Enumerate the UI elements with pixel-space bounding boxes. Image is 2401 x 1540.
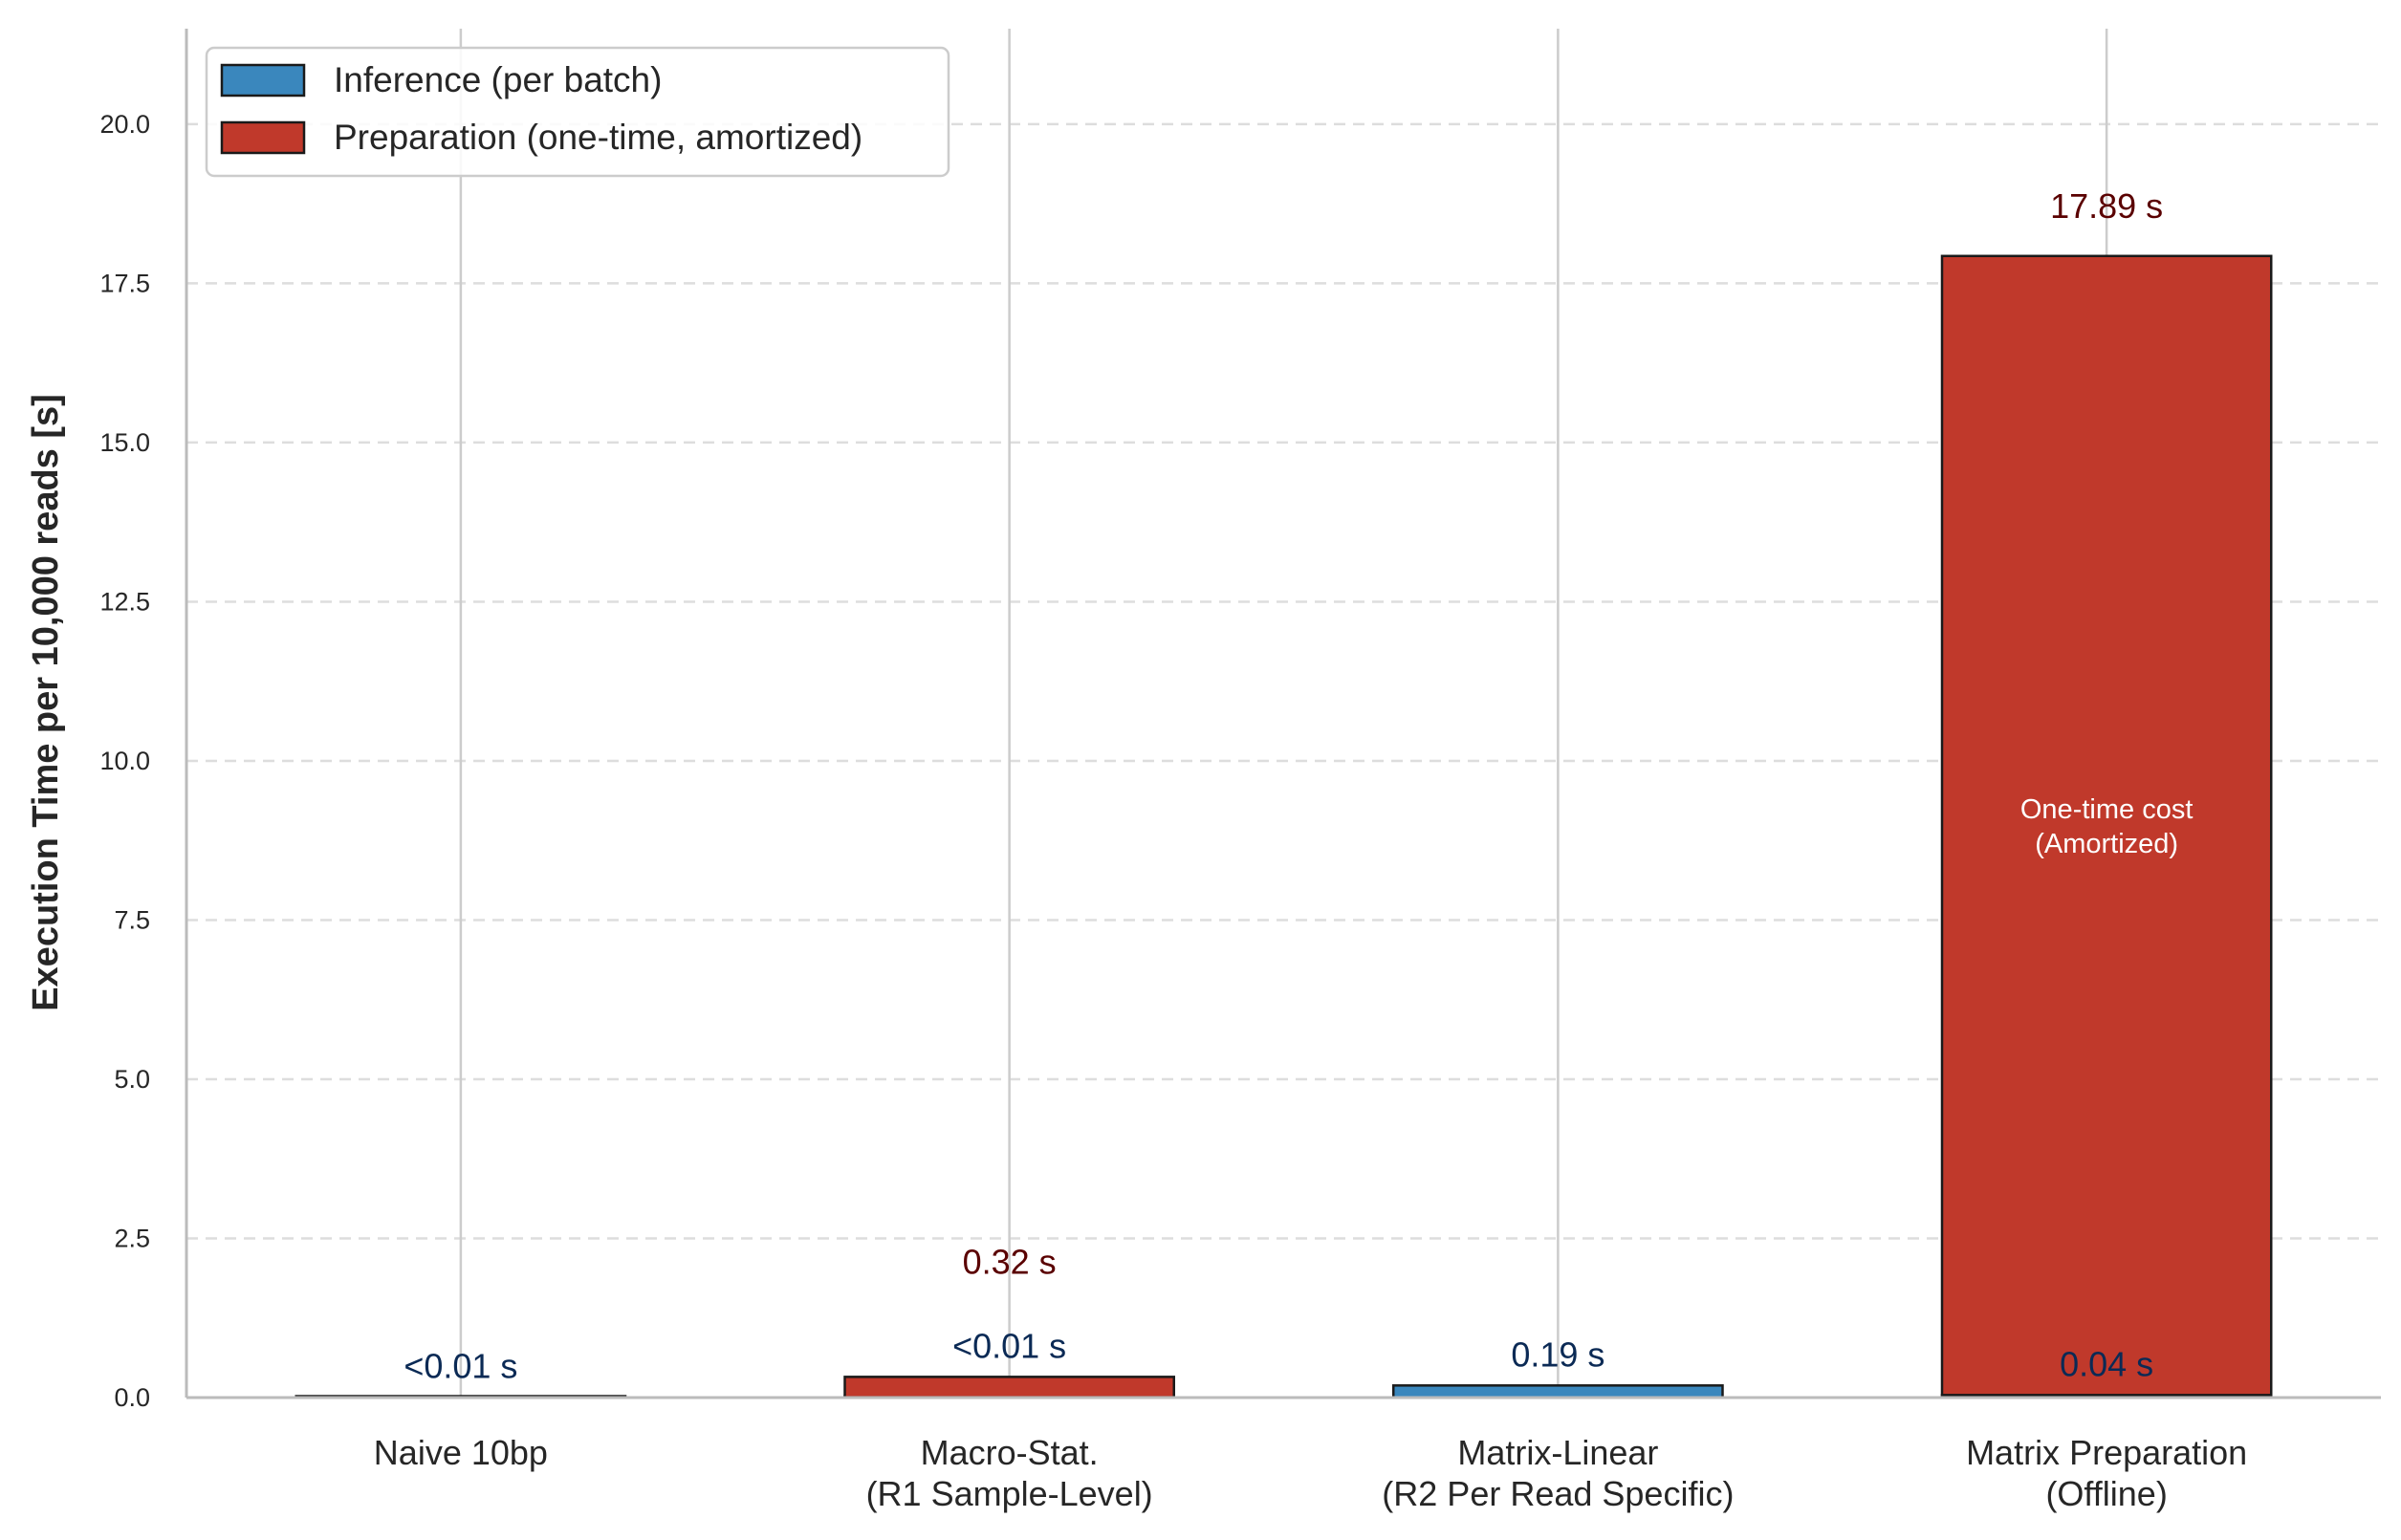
bars-layer bbox=[295, 254, 2273, 1399]
axes-layer: 0.0 2.5 5.0 7.5 10.0 12.5 15.0 17.5 20.0 Naive 10… bbox=[99, 29, 2381, 1513]
legend-label: Inference (per batch) bbox=[334, 60, 662, 99]
data-label-inference: <0.01 s bbox=[404, 1347, 517, 1386]
grid-layer bbox=[186, 29, 2381, 1398]
data-label-preparation: 17.89 s bbox=[2050, 186, 2163, 226]
data-label-inference: 0.04 s bbox=[2060, 1344, 2153, 1383]
legend: Inference (per batch) Preparation (one-ti… bbox=[205, 46, 950, 178]
data-label-inference: 0.19 s bbox=[1511, 1334, 1604, 1374]
bar-annotation: (Amortized) bbox=[2035, 829, 2178, 859]
x-tick-label: (R1 Sample-Level) bbox=[866, 1474, 1153, 1513]
bar-preparation bbox=[1940, 254, 2273, 1397]
x-tick-label: Matrix-Linear bbox=[1457, 1433, 1658, 1472]
bar-annotation: One-time cost bbox=[2020, 794, 2194, 825]
labels-layer: <0.01 s <0.01 s 0.32 s 0.19 s 0.04 s 17.89 s O… bbox=[404, 186, 2193, 1386]
legend-box bbox=[205, 46, 950, 178]
y-tick-label: 2.5 bbox=[114, 1224, 150, 1252]
y-tick-label: 17.5 bbox=[99, 269, 150, 297]
y-tick-label: 10.0 bbox=[99, 747, 150, 775]
legend-swatch bbox=[220, 63, 306, 98]
x-tick-label: (R2 Per Read Specific) bbox=[1382, 1474, 1734, 1513]
bar-preparation bbox=[843, 1376, 1175, 1399]
bar-inference bbox=[1392, 1384, 1724, 1399]
legend-label: Preparation (one-time, amortized) bbox=[334, 118, 862, 157]
y-tick-label: 20.0 bbox=[99, 110, 150, 139]
x-tick-label: Matrix Preparation bbox=[1966, 1433, 2247, 1472]
data-label-preparation: 0.32 s bbox=[963, 1242, 1057, 1281]
y-axis-label: Execution Time per 10,000 reads [s] bbox=[26, 394, 66, 1011]
y-tick-label: 15.0 bbox=[99, 428, 150, 457]
y-tick-label: 7.5 bbox=[114, 905, 150, 934]
y-tick-label: 5.0 bbox=[114, 1065, 150, 1094]
x-tick-label: Macro-Stat. bbox=[921, 1433, 1099, 1472]
y-tick-label: 12.5 bbox=[99, 587, 150, 616]
x-tick-label: Naive 10bp bbox=[374, 1433, 548, 1472]
legend-swatch bbox=[220, 120, 306, 155]
x-tick-label: (Offline) bbox=[2045, 1474, 2167, 1513]
y-tick-label: 0.0 bbox=[114, 1383, 150, 1412]
data-label-inference: <0.01 s bbox=[952, 1326, 1066, 1365]
